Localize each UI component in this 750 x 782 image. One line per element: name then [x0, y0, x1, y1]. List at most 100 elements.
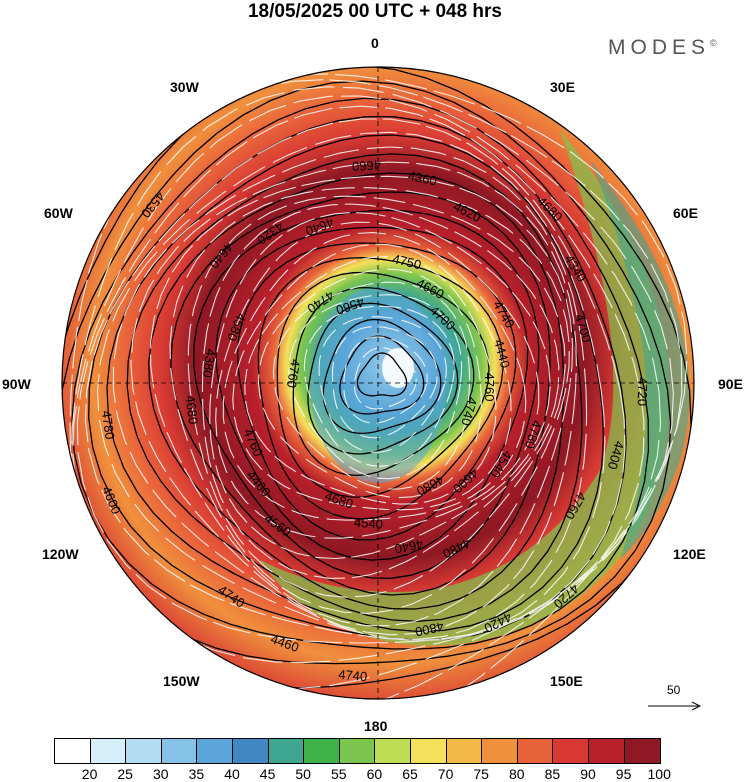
height-contour — [322, 318, 442, 435]
contour-label: 4720 — [635, 377, 651, 406]
colorbar-tick-label: 80 — [509, 766, 525, 782]
colorbar-swatch — [197, 739, 233, 763]
colorbar-tick-label: 55 — [331, 766, 347, 782]
lon-label-150w: 150W — [163, 673, 200, 689]
height-contour — [292, 286, 475, 477]
lon-label-120w: 120W — [42, 546, 79, 562]
lon-label-0: 0 — [371, 35, 379, 51]
height-contour — [148, 172, 565, 610]
contour-label: 4780 — [99, 410, 118, 441]
contour-label: 4800 — [414, 619, 445, 640]
wind-streamline — [222, 232, 527, 521]
colorbar-swatch — [339, 739, 376, 763]
contour-label: 4440 — [491, 338, 513, 370]
height-contour — [126, 153, 583, 623]
colorbar-tick-label: 90 — [580, 766, 596, 782]
wind-streamlines — [62, 73, 688, 699]
wind-streamline — [70, 86, 674, 690]
colorbar — [54, 738, 662, 764]
colorbar-swatch — [268, 739, 305, 763]
colorbar-swatch — [553, 739, 589, 763]
colorbar-tick-label: 40 — [224, 766, 240, 782]
lon-label-30w: 30W — [170, 79, 199, 95]
contour-label: 4740 — [458, 396, 480, 428]
colorbar-swatch — [55, 739, 91, 763]
wind-streamline — [303, 305, 455, 467]
wind-streamline — [272, 281, 471, 490]
wind-streamline — [201, 203, 560, 579]
height-contour — [193, 209, 540, 579]
map-title: 18/05/2025 00 UTC + 048 hrs — [247, 1, 503, 22]
colorbar-tick-label: 30 — [153, 766, 169, 782]
contour-label: 4360 — [407, 168, 438, 189]
contour-label: 4750 — [391, 251, 423, 272]
height-contour — [236, 242, 517, 541]
lon-label-60e: 60E — [673, 205, 698, 221]
wind-streamline — [215, 221, 540, 539]
brand-text: MODES — [608, 36, 711, 59]
contour-label: 4760 — [284, 358, 303, 389]
colorbar-swatch — [410, 739, 447, 763]
height-contour — [276, 271, 490, 498]
colorbar-swatch — [232, 739, 269, 763]
reference-vector-arrow — [648, 701, 702, 711]
colorbar-swatch — [446, 739, 483, 763]
wind-streamline — [232, 243, 512, 511]
colorbar-swatch — [517, 739, 554, 763]
colorbar-tick-label: 65 — [402, 766, 418, 782]
wind-streamline — [130, 161, 577, 636]
wind-streamline — [169, 187, 570, 614]
wind-streamline — [69, 79, 683, 699]
contour-label: 4540 — [354, 515, 384, 532]
colorbar-tick-label: 70 — [437, 766, 454, 782]
contour-label: 4740 — [338, 667, 368, 684]
lon-label-180: 180 — [364, 718, 388, 734]
height-contour — [106, 134, 605, 633]
lon-label-60w: 60W — [44, 205, 73, 221]
height-contour — [62, 67, 692, 689]
height-contour — [356, 352, 408, 397]
contour-label: 4660 — [352, 158, 382, 174]
wind-streamline — [84, 118, 626, 641]
wind-streamline — [353, 347, 417, 410]
wind-streamline — [72, 95, 662, 664]
colorbar-tick-label: 50 — [295, 766, 311, 782]
colorbar-tick-label: 95 — [615, 766, 632, 782]
colorbar-swatch — [375, 739, 411, 763]
wind-streamline — [62, 73, 688, 699]
colorbar-tick-label: 25 — [117, 766, 133, 782]
height-contour — [339, 335, 425, 415]
wind-streamline — [288, 294, 463, 480]
colorbar-swatch — [624, 739, 661, 763]
lon-label-150e: 150E — [550, 673, 583, 689]
reference-vector-label: 50 — [667, 683, 681, 697]
colorbar-tick-label: 60 — [366, 766, 383, 782]
map-border — [61, 66, 695, 700]
wind-streamline — [96, 131, 606, 642]
colorbar-tick-label: 45 — [259, 766, 276, 782]
wind-streamline — [244, 256, 497, 505]
colorbar-tick-label: 20 — [81, 766, 98, 782]
wind-streamline — [343, 336, 428, 424]
contour-label: 4760 — [482, 373, 497, 402]
lon-label-90w: 90W — [2, 376, 31, 392]
colorbar-tick-label: 35 — [188, 766, 205, 782]
colorbar-swatch — [482, 739, 518, 763]
colorbar-swatch — [588, 739, 625, 763]
colorbar-swatch — [126, 739, 162, 763]
wind-streamline — [150, 175, 574, 627]
colorbar-tick-label: 75 — [473, 766, 489, 782]
wind-streamline — [112, 146, 588, 641]
brand-mark: © — [710, 38, 717, 48]
colorbar-tick-label: 100 — [647, 766, 671, 782]
brand-logo: MODES© — [608, 36, 717, 60]
lon-label-120e: 120E — [673, 546, 706, 562]
lon-label-90e: 90E — [718, 376, 743, 392]
colorbar-swatch — [90, 739, 127, 763]
wind-streamline — [209, 211, 551, 560]
wind-streamline — [187, 195, 566, 598]
contour-label: 4640 — [393, 536, 424, 556]
wind-streamline — [331, 326, 438, 439]
wind-streamline — [257, 268, 482, 499]
